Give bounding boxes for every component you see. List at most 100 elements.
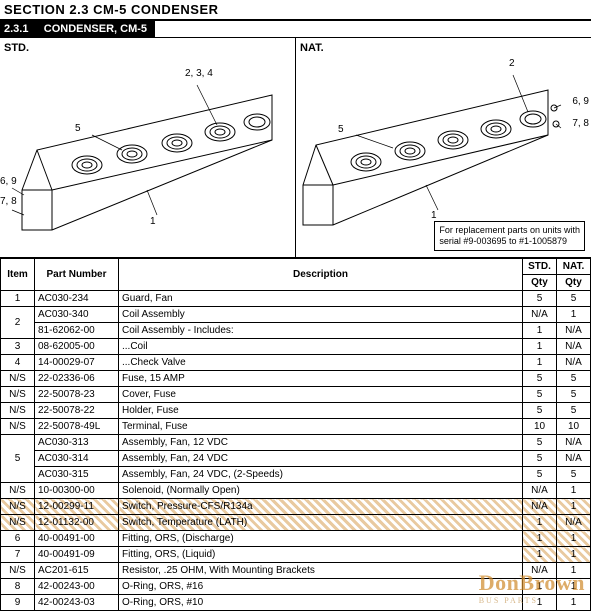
- cell-desc: Coil Assembly - Includes:: [119, 323, 523, 339]
- cell-std-qty: 1: [523, 323, 557, 339]
- cell-item: N/S: [1, 563, 35, 579]
- parts-table-body: 1AC030-234Guard, Fan552AC030-340Coil Ass…: [1, 291, 591, 611]
- cell-part: AC030-313: [35, 435, 119, 451]
- th-qty-std: Qty: [523, 275, 557, 291]
- cell-item: N/S: [1, 403, 35, 419]
- sub-number: 2.3.1: [4, 23, 28, 35]
- cell-std-qty: 1: [523, 515, 557, 531]
- cell-part: AC030-315: [35, 467, 119, 483]
- cell-part: 14-00029-07: [35, 355, 119, 371]
- table-row: AC030-315Assembly, Fan, 24 VDC, (2-Speed…: [1, 467, 591, 483]
- cell-part: 22-50078-49L: [35, 419, 119, 435]
- cell-desc: Cover, Fuse: [119, 387, 523, 403]
- diagram-pane-nat: NAT.: [296, 38, 591, 257]
- diagram-pane-std: STD.: [0, 38, 296, 257]
- cell-part: 12-01132-00: [35, 515, 119, 531]
- cell-std-qty: N/A: [523, 563, 557, 579]
- cell-nat-qty: 1: [557, 563, 591, 579]
- th-part: Part Number: [35, 259, 119, 291]
- cell-std-qty: 5: [523, 291, 557, 307]
- cell-nat-qty: 1: [557, 579, 591, 595]
- cell-std-qty: 5: [523, 451, 557, 467]
- cell-part: AC030-234: [35, 291, 119, 307]
- cell-item: N/S: [1, 371, 35, 387]
- cell-std-qty: 1: [523, 355, 557, 371]
- table-row: N/SAC201-615Resistor, .25 OHM, With Moun…: [1, 563, 591, 579]
- callout-text: 6, 9: [572, 96, 589, 107]
- note-line: serial #9-003695 to #1-1005879: [439, 236, 567, 246]
- cell-nat-qty: N/A: [557, 355, 591, 371]
- cell-item: N/S: [1, 387, 35, 403]
- cell-nat-qty: N/A: [557, 451, 591, 467]
- table-row: N/S10-00300-00Solenoid, (Normally Open)N…: [1, 483, 591, 499]
- cell-item: 1: [1, 291, 35, 307]
- cell-desc: Fitting, ORS, (Discharge): [119, 531, 523, 547]
- cell-item: 3: [1, 339, 35, 355]
- callout-text: 2, 3, 4: [185, 68, 213, 79]
- cell-desc: Switch, Temperature (LATH): [119, 515, 523, 531]
- cell-item: 8: [1, 579, 35, 595]
- cell-desc: ...Coil: [119, 339, 523, 355]
- cell-part: AC201-615: [35, 563, 119, 579]
- sub-title-row: 2.3.1 CONDENSER, CM-5: [0, 21, 591, 38]
- cell-part: 40-00491-00: [35, 531, 119, 547]
- cell-item: 5: [1, 435, 35, 483]
- cell-item: N/S: [1, 419, 35, 435]
- cell-nat-qty: 1: [557, 499, 591, 515]
- cell-part: AC030-340: [35, 307, 119, 323]
- cell-part: 22-50078-22: [35, 403, 119, 419]
- sub-title-bar: 2.3.1 CONDENSER, CM-5: [0, 21, 155, 37]
- sub-title: CONDENSER, CM-5: [44, 23, 147, 35]
- table-row: 942-00243-03O-Ring, ORS, #1011: [1, 595, 591, 611]
- cell-part: 81-62062-00: [35, 323, 119, 339]
- cell-part: 42-00243-03: [35, 595, 119, 611]
- cell-std-qty: N/A: [523, 307, 557, 323]
- cell-desc: Coil Assembly: [119, 307, 523, 323]
- cell-desc: Assembly, Fan, 12 VDC: [119, 435, 523, 451]
- cell-part: 40-00491-09: [35, 547, 119, 563]
- table-row: 1AC030-234Guard, Fan55: [1, 291, 591, 307]
- cell-std-qty: 1: [523, 547, 557, 563]
- cell-part: 10-00300-00: [35, 483, 119, 499]
- cell-desc: O-Ring, ORS, #16: [119, 579, 523, 595]
- callout-text: 5: [338, 124, 344, 135]
- cell-desc: ...Check Valve: [119, 355, 523, 371]
- cell-part: AC030-314: [35, 451, 119, 467]
- cell-item: 6: [1, 531, 35, 547]
- cell-nat-qty: 5: [557, 371, 591, 387]
- cell-nat-qty: 1: [557, 483, 591, 499]
- cell-part: 12-00299-11: [35, 499, 119, 515]
- cell-std-qty: 1: [523, 579, 557, 595]
- cell-item: N/S: [1, 515, 35, 531]
- cell-std-qty: 10: [523, 419, 557, 435]
- cell-desc: Switch, Pressure-CFS/R134a: [119, 499, 523, 515]
- callout-text: 7, 8: [572, 118, 589, 129]
- table-row: 640-00491-00Fitting, ORS, (Discharge)11: [1, 531, 591, 547]
- cell-nat-qty: 5: [557, 467, 591, 483]
- table-row: AC030-314Assembly, Fan, 24 VDC5N/A: [1, 451, 591, 467]
- cell-desc: Solenoid, (Normally Open): [119, 483, 523, 499]
- table-row: 842-00243-00O-Ring, ORS, #1611: [1, 579, 591, 595]
- th-qty-nat: Qty: [557, 275, 591, 291]
- cell-nat-qty: 1: [557, 547, 591, 563]
- section-title: SECTION 2.3 CM-5 CONDENSER: [0, 0, 591, 21]
- cell-std-qty: 1: [523, 595, 557, 611]
- table-row: 740-00491-09Fitting, ORS, (Liquid)11: [1, 547, 591, 563]
- table-row: N/S22-50078-23Cover, Fuse55: [1, 387, 591, 403]
- table-row: N/S22-50078-49LTerminal, Fuse1010: [1, 419, 591, 435]
- cell-nat-qty: 5: [557, 291, 591, 307]
- cell-desc: Holder, Fuse: [119, 403, 523, 419]
- callout-text: 1: [431, 210, 437, 221]
- cell-nat-qty: 1: [557, 595, 591, 611]
- th-item: Item: [1, 259, 35, 291]
- cell-part: 22-50078-23: [35, 387, 119, 403]
- cell-nat-qty: 1: [557, 531, 591, 547]
- cell-item: N/S: [1, 483, 35, 499]
- cell-part: 08-62005-00: [35, 339, 119, 355]
- cell-std-qty: 5: [523, 387, 557, 403]
- note-line: For replacement parts on units with: [439, 225, 580, 235]
- cell-std-qty: 5: [523, 371, 557, 387]
- table-row: N/S22-02336-06Fuse, 15 AMP55: [1, 371, 591, 387]
- cell-desc: Terminal, Fuse: [119, 419, 523, 435]
- cell-desc: Fuse, 15 AMP: [119, 371, 523, 387]
